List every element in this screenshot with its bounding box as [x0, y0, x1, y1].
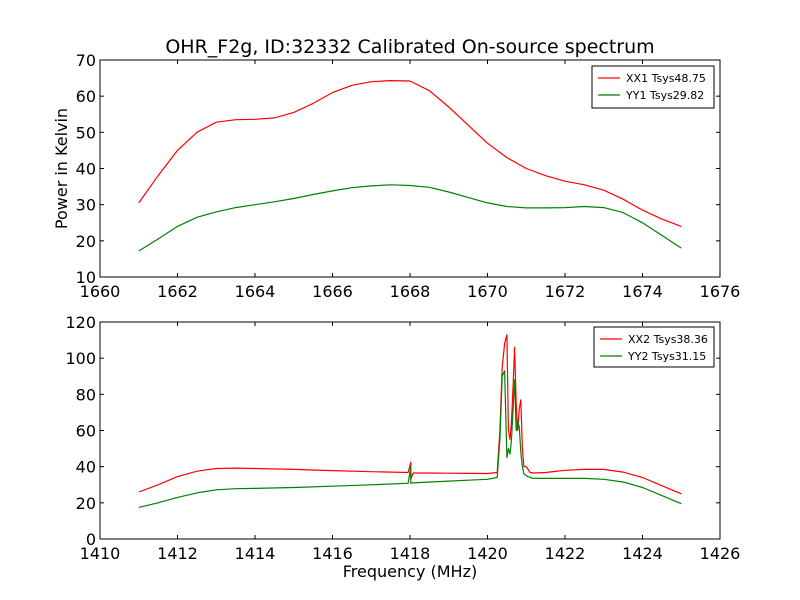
bottom-panel: 1410 1412 1414 1416 1418 1420 1422 1424 1426 0 20 4… [65, 313, 740, 581]
series-line-yy [138, 184, 682, 252]
legend-entry: XX1 Tsys48.75 [626, 72, 706, 85]
legend-entry: YY2 Tsys31.15 [627, 350, 706, 363]
x-tick-label: 1410 [80, 544, 121, 563]
series-line-yy [138, 370, 682, 508]
x-tick-label: 1664 [235, 282, 276, 301]
legend-box [593, 326, 715, 368]
x-tick-label: 1412 [157, 544, 198, 563]
legend-entry: XX2 Tsys38.36 [628, 333, 708, 346]
figure-title: OHR_F2g, ID:32332 Calibrated On-source s… [165, 36, 654, 58]
x-tick-label: 1676 [700, 282, 741, 301]
x-tick-label: 1660 [80, 282, 121, 301]
x-tick-label: 1668 [390, 282, 431, 301]
x-tick-label: 1670 [467, 282, 508, 301]
y-tick-label: 120 [65, 313, 96, 332]
x-tick-label: 1420 [467, 544, 508, 563]
x-tick-label: 1416 [312, 544, 353, 563]
x-tick-label: 1418 [390, 544, 431, 563]
y-tick-label: 0 [86, 530, 96, 549]
x-tick-label: 1422 [545, 544, 586, 563]
x-tick-label: 1672 [545, 282, 586, 301]
y-tick-label: 20 [76, 494, 96, 513]
y-tick-label: 40 [76, 458, 96, 477]
y-tick-label: 20 [76, 232, 96, 251]
y-tick-label: 10 [76, 268, 96, 287]
x-tick-label: 1662 [157, 282, 198, 301]
y-tick-label: 100 [65, 349, 96, 368]
x-tick-label: 1424 [622, 544, 663, 563]
y-tick-label: 60 [76, 87, 96, 106]
legend-box [591, 65, 715, 109]
y-tick-label: 40 [76, 160, 96, 179]
y-tick-label: 70 [76, 51, 96, 70]
series-line-xx [138, 79, 682, 227]
legend-entry: YY1 Tsys29.82 [625, 89, 704, 102]
top-panel: 1660 1662 1664 1666 1668 1670 1672 1674 1676 10 20… [52, 51, 740, 301]
x-tick-label: 1666 [312, 282, 353, 301]
y-tick-label: 80 [76, 385, 96, 404]
x-tick-label: 1674 [622, 282, 663, 301]
series-line-xx [138, 334, 682, 495]
x-tick-label: 1414 [235, 544, 276, 563]
x-axis-label: Frequency (MHz) [343, 562, 477, 581]
y-tick-label: 30 [76, 196, 96, 215]
y-tick-label: 50 [76, 123, 96, 142]
x-tick-label: 1426 [700, 544, 741, 563]
y-tick-label: 60 [76, 422, 96, 441]
y-axis-label: Power in Kelvin [52, 108, 71, 229]
